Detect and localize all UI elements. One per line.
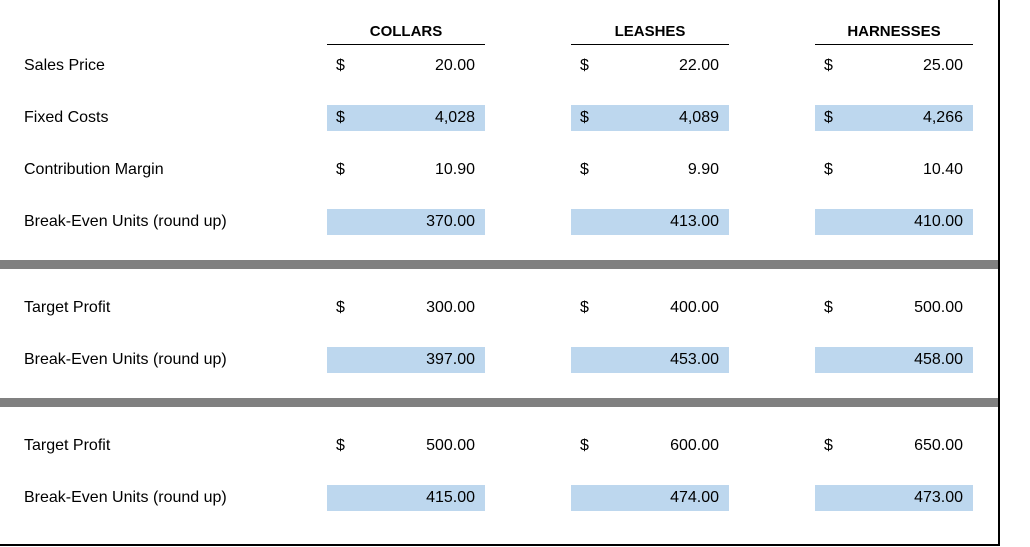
- currency-symbol: $: [580, 437, 589, 454]
- cell-contribution-margin-leashes[interactable]: $ 9.90: [571, 157, 729, 183]
- currency-symbol: $: [580, 299, 589, 316]
- cell-value: 453.00: [670, 351, 719, 368]
- cell-value: 397.00: [426, 351, 475, 368]
- cell-target-profit-collars[interactable]: $ 500.00: [327, 433, 485, 459]
- currency-symbol: $: [336, 437, 345, 454]
- row-label-sales-price: Sales Price: [24, 57, 105, 74]
- cell-value: 413.00: [670, 213, 719, 230]
- cell-value: 600.00: [670, 437, 719, 454]
- cell-value: 650.00: [914, 437, 963, 454]
- cell-break-even-collars[interactable]: 397.00: [327, 347, 485, 373]
- cell-fixed-costs-harnesses[interactable]: $ 4,266: [815, 105, 973, 131]
- cell-value: 300.00: [426, 299, 475, 316]
- row-label-target-profit: Target Profit: [24, 437, 111, 454]
- cell-value: 4,266: [922, 109, 963, 126]
- cell-value: 20.00: [434, 57, 475, 74]
- cell-value: 500.00: [914, 299, 963, 316]
- currency-symbol: $: [580, 57, 589, 74]
- cell-break-even-harnesses[interactable]: 458.00: [815, 347, 973, 373]
- cell-target-profit-leashes[interactable]: $ 600.00: [571, 433, 729, 459]
- cell-value: 25.00: [922, 57, 963, 74]
- frame-right-border: [998, 0, 1000, 546]
- section-separator: [0, 398, 998, 407]
- cell-value: 370.00: [426, 213, 475, 230]
- column-header-leashes: LEASHES: [571, 22, 729, 45]
- cell-sales-price-harnesses[interactable]: $ 25.00: [815, 53, 973, 79]
- cell-break-even-collars[interactable]: 370.00: [327, 209, 485, 235]
- cell-value: 4,089: [678, 109, 719, 126]
- cell-contribution-margin-harnesses[interactable]: $ 10.40: [815, 157, 973, 183]
- cell-value: 22.00: [678, 57, 719, 74]
- currency-symbol: $: [824, 109, 833, 126]
- currency-symbol: $: [580, 161, 589, 178]
- cell-value: 4,028: [434, 109, 475, 126]
- cell-target-profit-harnesses[interactable]: $ 650.00: [815, 433, 973, 459]
- currency-symbol: $: [336, 109, 345, 126]
- currency-symbol: $: [336, 299, 345, 316]
- cell-fixed-costs-collars[interactable]: $ 4,028: [327, 105, 485, 131]
- cell-value: 500.00: [426, 437, 475, 454]
- cell-target-profit-leashes[interactable]: $ 400.00: [571, 295, 729, 321]
- row-label-break-even-units: Break-Even Units (round up): [24, 351, 227, 368]
- currency-symbol: $: [824, 437, 833, 454]
- cell-contribution-margin-collars[interactable]: $ 10.90: [327, 157, 485, 183]
- cell-target-profit-harnesses[interactable]: $ 500.00: [815, 295, 973, 321]
- cell-value: 458.00: [914, 351, 963, 368]
- cell-value: 415.00: [426, 489, 475, 506]
- row-label-fixed-costs: Fixed Costs: [24, 109, 109, 126]
- row-label-break-even-units: Break-Even Units (round up): [24, 213, 227, 230]
- cell-break-even-harnesses[interactable]: 473.00: [815, 485, 973, 511]
- cell-value: 10.90: [434, 161, 475, 178]
- cell-value: 400.00: [670, 299, 719, 316]
- cell-target-profit-collars[interactable]: $ 300.00: [327, 295, 485, 321]
- cell-break-even-harnesses[interactable]: 410.00: [815, 209, 973, 235]
- currency-symbol: $: [824, 299, 833, 316]
- cell-value: 10.40: [922, 161, 963, 178]
- cell-value: 410.00: [914, 213, 963, 230]
- frame-bottom-border: [0, 544, 1000, 546]
- currency-symbol: $: [336, 161, 345, 178]
- currency-symbol: $: [824, 57, 833, 74]
- cell-break-even-leashes[interactable]: 413.00: [571, 209, 729, 235]
- cell-break-even-leashes[interactable]: 453.00: [571, 347, 729, 373]
- column-header-collars: COLLARS: [327, 22, 485, 45]
- cell-break-even-collars[interactable]: 415.00: [327, 485, 485, 511]
- cell-break-even-leashes[interactable]: 474.00: [571, 485, 729, 511]
- column-header-harnesses: HARNESSES: [815, 22, 973, 45]
- cell-value: 473.00: [914, 489, 963, 506]
- cell-value: 474.00: [670, 489, 719, 506]
- cell-value: 9.90: [687, 161, 719, 178]
- section-separator: [0, 260, 998, 269]
- row-label-break-even-units: Break-Even Units (round up): [24, 489, 227, 506]
- currency-symbol: $: [824, 161, 833, 178]
- row-label-target-profit: Target Profit: [24, 299, 111, 316]
- currency-symbol: $: [336, 57, 345, 74]
- cell-fixed-costs-leashes[interactable]: $ 4,089: [571, 105, 729, 131]
- currency-symbol: $: [580, 109, 589, 126]
- cell-sales-price-collars[interactable]: $ 20.00: [327, 53, 485, 79]
- cell-sales-price-leashes[interactable]: $ 22.00: [571, 53, 729, 79]
- row-label-contribution-margin: Contribution Margin: [24, 161, 164, 178]
